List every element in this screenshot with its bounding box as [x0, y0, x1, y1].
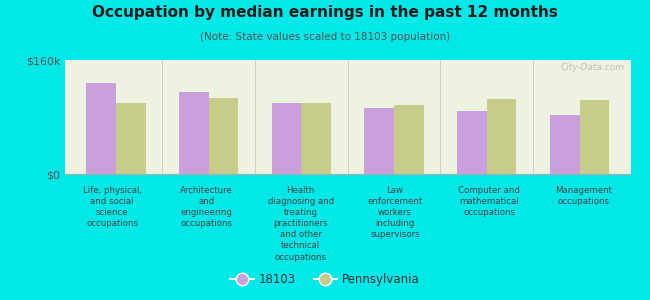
Legend: 18103, Pennsylvania: 18103, Pennsylvania — [226, 269, 424, 291]
Text: Occupation by median earnings in the past 12 months: Occupation by median earnings in the pas… — [92, 4, 558, 20]
Bar — [394, 105, 424, 174]
Bar — [550, 115, 580, 174]
Bar — [116, 103, 146, 174]
Text: City-Data.com: City-Data.com — [561, 63, 625, 72]
Bar — [580, 100, 609, 174]
Text: Law
enforcement
workers
including
supervisors: Law enforcement workers including superv… — [367, 186, 422, 239]
Text: Life, physical,
and social
science
occupations: Life, physical, and social science occup… — [83, 186, 142, 228]
Bar — [209, 98, 239, 174]
Bar — [302, 103, 331, 174]
Bar — [86, 83, 116, 174]
Bar — [365, 108, 394, 174]
Bar — [179, 92, 209, 174]
Bar — [272, 103, 302, 174]
Text: Health
diagnosing and
treating
practitioners
and other
technical
occupations: Health diagnosing and treating practitio… — [268, 186, 333, 262]
Bar — [457, 111, 487, 174]
Text: Architecture
and
engineering
occupations: Architecture and engineering occupations — [180, 186, 233, 228]
Text: Computer and
mathematical
occupations: Computer and mathematical occupations — [458, 186, 520, 217]
Text: Management
occupations: Management occupations — [555, 186, 612, 206]
Bar — [487, 99, 517, 174]
Text: (Note: State values scaled to 18103 population): (Note: State values scaled to 18103 popu… — [200, 32, 450, 41]
